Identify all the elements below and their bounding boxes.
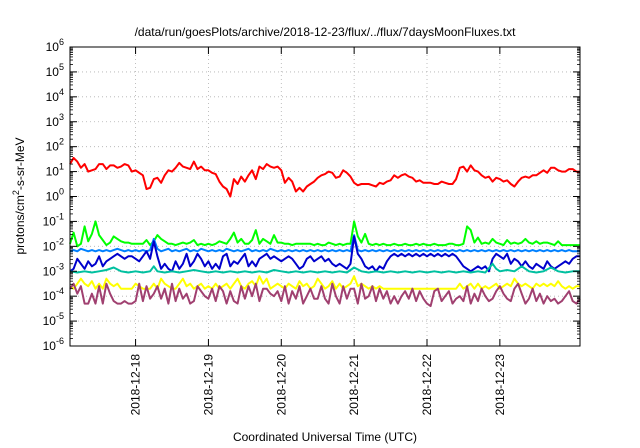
x-tick-label: 2018-12-19 — [201, 354, 215, 416]
y-tick-label-base: 10 — [43, 289, 57, 303]
y-tick-label-exponent: 1 — [59, 162, 64, 172]
y-tick-label: 105 — [46, 62, 64, 79]
y-tick-label-exponent: -1 — [56, 211, 64, 221]
y-tick-label: 10-3 — [43, 261, 64, 278]
series-line-3 — [69, 234, 580, 253]
x-tick-label: 2018-12-20 — [274, 354, 288, 416]
series-line-5 — [69, 262, 580, 274]
series-line-4 — [69, 235, 580, 273]
y-tick-label-exponent: 2 — [59, 137, 64, 147]
y-tick-label: 106 — [46, 37, 64, 54]
y-tick-label-exponent: 5 — [59, 62, 64, 72]
y-tick-label-exponent: -3 — [56, 261, 64, 271]
y-tick-label-exponent: 6 — [59, 37, 64, 47]
y-tick-label-base: 10 — [43, 264, 57, 278]
x-axis: 2018-12-18 2018-12-19 2018-12-20 2018-12-21… — [129, 47, 507, 415]
y-tick-label-base: 10 — [46, 140, 60, 154]
x-tick-label: 2018-12-18 — [129, 354, 143, 416]
y-tick-label: 10-1 — [43, 211, 64, 228]
y-tick-label: 10-6 — [43, 336, 64, 353]
y-tick-label: 102 — [46, 137, 64, 154]
y-axis-label-main: protons/cm — [13, 195, 27, 254]
y-tick-label-base: 10 — [43, 314, 57, 328]
y-tick-label: 104 — [46, 87, 64, 104]
chart-title: /data/run/goesPlots/archive/2018-12-23/f… — [135, 25, 517, 39]
y-tick-label-exponent: 0 — [59, 187, 64, 197]
y-tick-label-base: 10 — [46, 65, 60, 79]
y-tick-label-base: 10 — [46, 190, 60, 204]
y-axis-label: protons/cm2-s-sr-MeV — [11, 137, 27, 254]
y-tick-label: 10-2 — [43, 236, 64, 253]
x-tick-label: 2018-12-22 — [420, 354, 434, 416]
series-line-1 — [69, 156, 580, 198]
y-tick-label-exponent: -2 — [56, 236, 64, 246]
series-line-2 — [69, 220, 580, 248]
x-tick-label: 2018-12-21 — [347, 354, 361, 416]
y-tick-label-base: 10 — [46, 165, 60, 179]
y-axis-label-rest: -s-sr-MeV — [13, 137, 27, 190]
y-tick-label-base: 10 — [43, 339, 57, 353]
series-layer — [69, 156, 581, 308]
y-tick-label: 10-4 — [43, 286, 64, 303]
y-tick-label: 10-5 — [43, 311, 64, 328]
grid — [70, 47, 580, 346]
y-tick-label-exponent: 3 — [59, 112, 64, 122]
y-tick-label-exponent: -4 — [56, 286, 64, 296]
series-line-6 — [69, 275, 580, 290]
x-axis-label: Coordinated Universal Time (UTC) — [233, 430, 417, 444]
y-tick-label-base: 10 — [43, 214, 57, 228]
y-tick-label-exponent: -5 — [56, 311, 64, 321]
y-axis: 10-610-510-410-310-210-11001011021031041… — [43, 37, 580, 353]
y-tick-label-base: 10 — [46, 40, 60, 54]
x-tick-label: 2018-12-23 — [493, 354, 507, 416]
y-tick-label: 103 — [46, 112, 64, 129]
series-line-7 — [69, 282, 581, 308]
y-tick-label: 100 — [46, 187, 64, 204]
y-tick-label-base: 10 — [46, 90, 60, 104]
y-tick-label-base: 10 — [43, 239, 57, 253]
y-tick-label-base: 10 — [46, 115, 60, 129]
y-tick-label-exponent: -6 — [56, 336, 64, 346]
y-tick-label: 101 — [46, 162, 64, 179]
y-axis-label-superscript: 2 — [11, 190, 21, 195]
y-tick-label-exponent: 4 — [59, 87, 64, 97]
